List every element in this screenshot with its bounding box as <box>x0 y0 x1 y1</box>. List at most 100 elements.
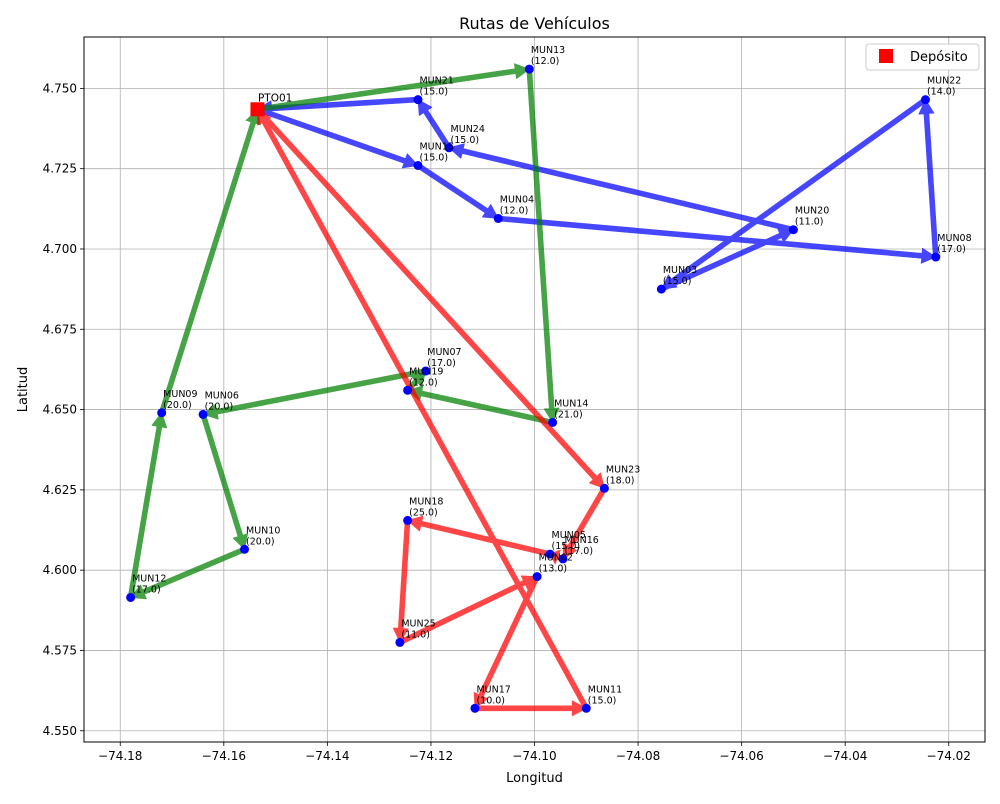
node-point <box>198 409 208 419</box>
node-name-label: MUN11 <box>588 684 622 695</box>
x-tick-label: −74.08 <box>616 749 660 763</box>
y-tick-label: 4.550 <box>43 724 77 738</box>
node-labels: MUN13(12.0)MUN21(15.0)MUN24(15.0)MUN15(1… <box>132 45 972 706</box>
node-point <box>545 549 555 559</box>
chart-title: Rutas de Vehículos <box>459 14 610 33</box>
node-demand-label: (11.0) <box>401 629 430 640</box>
node-point <box>920 95 930 105</box>
node-name-label: MUN09 <box>163 389 197 400</box>
route-arrow <box>417 99 452 150</box>
node-demand-label: (17.0) <box>564 546 593 557</box>
node-name-label: MUN10 <box>246 525 280 536</box>
node-point <box>157 408 167 418</box>
route-arrow <box>448 143 795 233</box>
y-tick-label: 4.700 <box>43 242 77 256</box>
node-demand-label: (11.0) <box>795 217 824 228</box>
node-demand-label: (17.0) <box>132 584 161 595</box>
node-demand-label: (15.0) <box>419 152 448 163</box>
legend-depot-marker <box>879 49 893 63</box>
x-tick-label: −74.16 <box>202 749 246 763</box>
routes <box>127 63 939 717</box>
node-demand-label: (12.0) <box>500 205 529 216</box>
node-name-label: MUN12 <box>132 573 166 584</box>
node-point <box>548 417 558 427</box>
route <box>255 107 607 717</box>
node-demand-label: (20.0) <box>246 536 275 547</box>
node-point <box>413 160 423 170</box>
node-point <box>240 544 250 554</box>
node-name-label: MUN17 <box>476 684 510 695</box>
x-tick-label: −74.12 <box>409 749 453 763</box>
route-arrow <box>200 413 249 550</box>
node-demand-label: (15.0) <box>663 276 692 287</box>
legend-depot-label: Depósito <box>910 50 968 65</box>
y-tick-label: 4.625 <box>43 483 77 497</box>
x-tick-label: −74.10 <box>512 749 556 763</box>
node-demand-label: (17.0) <box>937 244 966 255</box>
node-name-label: MUN21 <box>419 76 453 87</box>
node-demand-label: (21.0) <box>554 409 583 420</box>
route-arrow <box>130 546 246 600</box>
x-tick-label: −74.06 <box>719 749 763 763</box>
node-point <box>931 252 941 262</box>
node-point <box>403 385 413 395</box>
y-tick-label: 4.750 <box>43 81 77 95</box>
legend-frame <box>865 43 980 71</box>
node-demand-label: (15.0) <box>451 135 480 146</box>
node-name-label: MUN08 <box>937 233 971 244</box>
node-demand-label: (15.0) <box>588 695 617 706</box>
legend: Depósito <box>865 43 980 71</box>
route-arrow <box>256 106 419 169</box>
node-demand-label: (15.0) <box>419 87 448 98</box>
node-point <box>581 703 591 713</box>
node-point <box>493 213 503 223</box>
route-arrow <box>392 519 411 643</box>
route-arrow <box>474 700 587 717</box>
route-arrow <box>526 68 560 423</box>
node-demand-label: (20.0) <box>205 401 234 412</box>
node-name-label: MUN20 <box>795 206 829 217</box>
node-demand-label: (12.0) <box>409 377 438 388</box>
x-tick-label: −74.14 <box>305 749 349 763</box>
node-point <box>395 637 405 647</box>
node-demand-label: (12.0) <box>531 56 560 67</box>
route-arrow <box>255 107 605 489</box>
route-arrow <box>497 215 937 264</box>
route-arrow <box>562 486 607 560</box>
node-demand-label: (14.0) <box>927 87 956 98</box>
x-tick-label: −74.02 <box>927 749 971 763</box>
node-name-label: MUN07 <box>427 347 461 358</box>
node-point <box>421 366 431 376</box>
node-name-label: MUN25 <box>401 618 435 629</box>
route-arrow <box>398 575 538 645</box>
route-arrow <box>202 368 427 420</box>
route <box>127 63 560 600</box>
y-tick-label: 4.650 <box>43 403 77 417</box>
y-tick-label: 4.675 <box>43 322 77 336</box>
node-name-label: MUN23 <box>606 464 640 475</box>
node-name-label: MUN03 <box>663 265 697 276</box>
node-point <box>524 64 534 74</box>
depot-marker <box>250 102 265 117</box>
route-arrow <box>407 515 551 557</box>
node-name-label: MUN16 <box>564 535 598 546</box>
y-tick-label: 4.600 <box>43 563 77 577</box>
y-tick-label: 4.725 <box>43 162 77 176</box>
node-point <box>470 703 480 713</box>
route <box>256 96 939 292</box>
route-arrow <box>416 163 499 219</box>
nodes <box>126 64 941 713</box>
node-name-label: MUN02 <box>539 553 573 564</box>
node-point <box>403 515 413 525</box>
route-arrow <box>127 412 168 599</box>
route-arrow <box>257 108 589 710</box>
depot-label: PTO01 <box>258 92 292 104</box>
node-demand-label: (10.0) <box>476 695 505 706</box>
node-point <box>532 572 542 582</box>
node-name-label: MUN05 <box>552 530 586 541</box>
y-tick-label: 4.575 <box>43 643 77 657</box>
axis-ticks: −74.18 −74.16 −74.14 −74.12 −74.10 −74.08 −74.… <box>43 81 971 763</box>
